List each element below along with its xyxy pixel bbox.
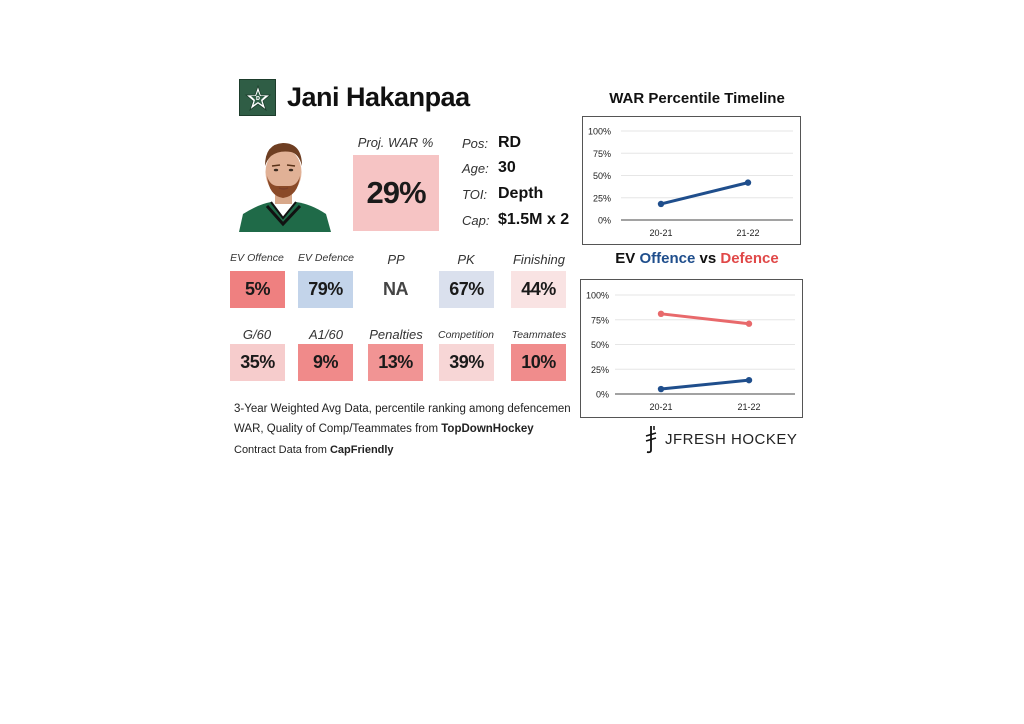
competition-value: 39% (439, 344, 494, 381)
a160-value: 9% (298, 344, 353, 381)
footnote-war-source: WAR, Quality of Comp/Teammates from TopD… (234, 423, 534, 435)
ev-chart-data-point (745, 376, 753, 384)
ev-chart-y-tick-label: 25% (591, 365, 609, 375)
brand-text: JFRESH HOCKEY (665, 430, 798, 448)
ev-offence-label: EV Offence (230, 252, 284, 264)
pk-value: 67% (439, 271, 494, 308)
teammates-value: 10% (511, 344, 566, 381)
ev-chart-x-tick-label: 21-22 (737, 402, 760, 412)
pos-value: RD (498, 134, 522, 151)
ev-chart-y-tick-label: 0% (596, 390, 609, 400)
player-name: Jani Hakanpaa (287, 82, 470, 112)
ev-title-vs: vs (695, 250, 721, 267)
ev-chart-series-line (660, 312, 750, 326)
pk-label: PK (457, 252, 475, 267)
competition-label: Competition (437, 329, 495, 341)
pp-value: NA (368, 271, 423, 308)
pos-label: Pos: (462, 136, 489, 151)
finishing-label: Finishing (512, 252, 566, 267)
war-chart-y-tick-label: 100% (588, 127, 611, 137)
ev-title-offence: Offence (639, 250, 696, 267)
ev-offence-value: 5% (230, 271, 285, 308)
player-photo (231, 130, 336, 232)
war-chart-data-point (657, 200, 665, 208)
ev-chart-data-point (745, 320, 753, 327)
war-chart-y-tick-label: 25% (593, 193, 611, 203)
footnote-contract-source: Contract Data from CapFriendly (234, 444, 394, 456)
war-timeline-title: WAR Percentile Timeline (609, 90, 785, 107)
cap-label: Cap: (462, 213, 490, 228)
war-chart-y-tick-label: 50% (593, 171, 611, 181)
pp-label: PP (387, 252, 405, 267)
teammates-label: Teammates (511, 329, 567, 341)
war-chart-series-line (660, 181, 749, 206)
ev-chart-svg: 0% 25% 50% 75% 100% 20-21 21-22 (586, 291, 795, 412)
jfresh-hockey-brand: JFRESH HOCKEY (643, 424, 797, 454)
war-chart-y-tick-label: 75% (593, 149, 611, 159)
ev-title-defence: Defence (720, 250, 779, 267)
ev-chart-title: EV Offence vs Defence (582, 250, 812, 267)
topdownhockey-source: TopDownHockey (441, 423, 534, 435)
ev-defence-value: 79% (298, 271, 353, 308)
footnote-war-prefix: WAR, Quality of Comp/Teammates from (234, 423, 442, 435)
ev-chart-data-point (657, 310, 665, 318)
finishing-value: 44% (511, 271, 566, 308)
footnote-contract-prefix: Contract Data from (234, 444, 330, 456)
a160-label: A1/60 (309, 327, 343, 342)
war-timeline-svg: 0% 25% 50% 75% 100% 20-21 21-22 (588, 127, 793, 238)
war-label: Proj. WAR % (357, 135, 434, 150)
ev-defence-label: EV Defence (297, 252, 355, 264)
jfresh-logo-icon (645, 426, 657, 454)
footnote-method: 3-Year Weighted Avg Data, percentile ran… (234, 403, 571, 415)
cap-value: $1.5M x 2 (498, 211, 570, 228)
ev-chart-data-point (657, 385, 665, 393)
age-label: Age: (462, 161, 489, 176)
toi-label: TOI: (462, 187, 488, 202)
ev-chart-series-line (660, 378, 750, 391)
penalties-label: Penalties (369, 327, 423, 342)
ev-title-prefix: EV (615, 250, 640, 267)
war-chart-data-point (744, 179, 752, 186)
war-value-box: 29% (353, 155, 439, 231)
war-timeline-chart: 0% 25% 50% 75% 100% 20-21 21-22 (582, 116, 801, 245)
ev-chart-y-tick-label: 50% (591, 340, 609, 350)
dallas-stars-star-icon: D (244, 84, 271, 111)
capfriendly-source: CapFriendly (329, 444, 394, 456)
ev-offence-defence-chart: 0% 25% 50% 75% 100% 20-21 21-22 (580, 279, 803, 418)
g60-label: G/60 (242, 327, 272, 342)
age-value: 30 (498, 159, 516, 176)
g60-value: 35% (230, 344, 285, 381)
war-chart-x-tick-label: 20-21 (649, 228, 672, 238)
ev-chart-y-tick-label: 100% (586, 291, 609, 301)
war-chart-x-tick-label: 21-22 (736, 228, 759, 238)
penalties-value: 13% (368, 344, 423, 381)
team-logo: D (239, 79, 276, 116)
ev-chart-x-tick-label: 20-21 (649, 402, 672, 412)
war-chart-y-tick-label: 0% (598, 216, 611, 226)
ev-chart-y-tick-label: 75% (591, 315, 609, 325)
svg-text:D: D (255, 96, 259, 102)
toi-value: Depth (498, 185, 544, 202)
